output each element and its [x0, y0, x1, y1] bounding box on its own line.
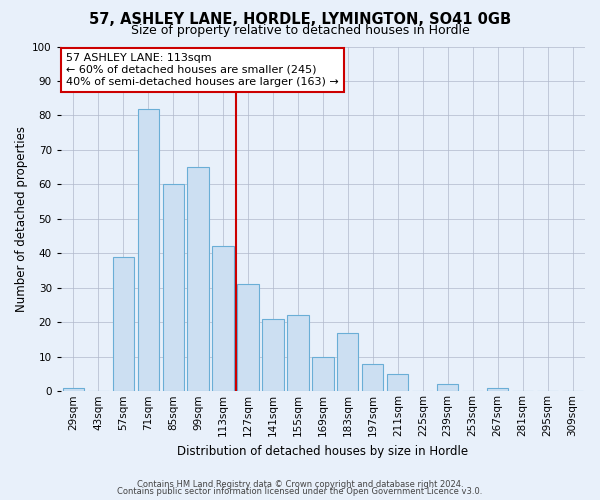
Bar	[362, 364, 383, 392]
Bar	[238, 284, 259, 392]
Bar	[187, 167, 209, 392]
Text: 57 ASHLEY LANE: 113sqm
← 60% of detached houses are smaller (245)
40% of semi-de: 57 ASHLEY LANE: 113sqm ← 60% of detached…	[66, 54, 339, 86]
Text: Contains HM Land Registry data © Crown copyright and database right 2024.: Contains HM Land Registry data © Crown c…	[137, 480, 463, 489]
Bar	[387, 374, 409, 392]
Bar	[113, 257, 134, 392]
Text: Contains public sector information licensed under the Open Government Licence v3: Contains public sector information licen…	[118, 488, 482, 496]
Bar	[212, 246, 233, 392]
Bar	[313, 357, 334, 392]
Bar	[287, 316, 308, 392]
Bar	[163, 184, 184, 392]
Bar	[137, 108, 159, 392]
Bar	[487, 388, 508, 392]
Bar	[337, 332, 358, 392]
Y-axis label: Number of detached properties: Number of detached properties	[15, 126, 28, 312]
Bar	[262, 319, 284, 392]
X-axis label: Distribution of detached houses by size in Hordle: Distribution of detached houses by size …	[178, 444, 469, 458]
Bar	[62, 388, 84, 392]
Bar	[437, 384, 458, 392]
Text: 57, ASHLEY LANE, HORDLE, LYMINGTON, SO41 0GB: 57, ASHLEY LANE, HORDLE, LYMINGTON, SO41…	[89, 12, 511, 28]
Text: Size of property relative to detached houses in Hordle: Size of property relative to detached ho…	[131, 24, 469, 37]
